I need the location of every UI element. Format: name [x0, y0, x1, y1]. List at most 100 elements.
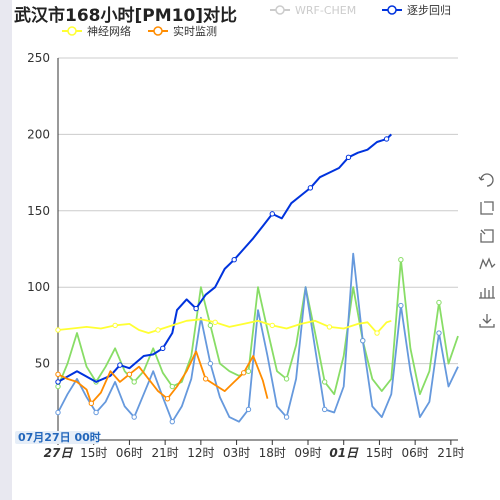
- series-point-4: [360, 337, 366, 344]
- x-axis-ticks: 27日 15时 06时 21时 12时 03时 18时 09时 01日 15时 06时 21时: [44, 440, 464, 460]
- legend-marker: [67, 26, 77, 36]
- legend-label: WRF-CHEM: [295, 4, 356, 17]
- legend-marker: [153, 26, 163, 36]
- series-point-1: [155, 327, 161, 333]
- series-point-1: [212, 319, 218, 326]
- series-line-4: [57, 252, 459, 423]
- y-tick-label: 100: [27, 280, 50, 294]
- series-point-1: [374, 330, 380, 336]
- series-point-0: [345, 154, 352, 161]
- axis-pointer-bg: [15, 431, 99, 444]
- series-point-2: [88, 400, 95, 407]
- legend-label: 实时监测: [173, 24, 217, 38]
- legend-label: 逐步回归: [407, 3, 451, 17]
- series-point-4: [169, 418, 175, 425]
- series-point-0: [383, 136, 390, 142]
- series-point-0: [231, 256, 237, 263]
- series-point-0: [307, 185, 314, 191]
- legend-item-2[interactable]: WRF-CHEM: [270, 4, 356, 17]
- series-point-1: [55, 327, 61, 333]
- series-point-2: [164, 396, 171, 402]
- legend-item-5[interactable]: 实时监测: [148, 24, 217, 38]
- series-point-3: [207, 322, 214, 329]
- series: [55, 133, 459, 425]
- series-point-0: [160, 345, 166, 352]
- y-axis-ticks: 50 100 150 200 250: [27, 51, 50, 371]
- toolbox: [478, 173, 496, 328]
- series-point-4: [55, 409, 61, 416]
- x-tick-label: 09时: [294, 446, 321, 460]
- legend-marker: [275, 5, 285, 15]
- y-tick-label: 150: [27, 204, 50, 218]
- icon-shape: [478, 173, 494, 187]
- x-tick-label: 01日: [329, 446, 359, 460]
- series-line-3: [57, 258, 459, 396]
- legend-marker: [387, 5, 397, 15]
- x-tick-label: 27日: [44, 446, 74, 460]
- series-point-2: [126, 371, 133, 377]
- icon-shape: [479, 257, 496, 270]
- bar-switch-icon[interactable]: [479, 286, 495, 299]
- series-point-4: [398, 302, 404, 309]
- series-point-3: [169, 383, 175, 390]
- series-point-0: [193, 305, 199, 312]
- save-image-icon[interactable]: [479, 314, 495, 328]
- series-point-4: [93, 409, 99, 416]
- line-switch-icon[interactable]: [479, 257, 496, 270]
- data-zoom-reset-icon[interactable]: [480, 229, 494, 243]
- legend-item-3[interactable]: 逐步回归: [382, 3, 451, 17]
- axis-pointer-text: 07月27日 00时: [18, 430, 101, 444]
- icon-shape: [479, 314, 495, 328]
- series-line-0: [57, 133, 392, 383]
- series-point-3: [436, 299, 442, 306]
- series-point-2: [55, 371, 61, 377]
- axis-pointer-label: 07月27日 00时: [15, 430, 101, 444]
- series-point-4: [131, 414, 137, 420]
- axes: [57, 58, 458, 441]
- x-tick-label: 18时: [259, 446, 286, 460]
- series-point-3: [283, 376, 290, 382]
- x-tick-label: 21时: [437, 446, 464, 460]
- x-tick-label: 15时: [80, 446, 107, 460]
- restore-icon[interactable]: [478, 173, 494, 187]
- series-point-0: [269, 211, 275, 217]
- y-tick-label: 50: [35, 357, 50, 371]
- chart-title: 武汉市168小时[PM10]对比: [14, 5, 237, 26]
- series-point-2: [241, 370, 247, 376]
- left-edge-strip: [0, 0, 12, 500]
- series-point-2: [202, 376, 209, 382]
- x-tick-label: 21时: [152, 446, 179, 460]
- y-tick-label: 200: [27, 127, 50, 141]
- series-point-1: [269, 322, 275, 329]
- grid: [58, 57, 458, 365]
- series-point-3: [131, 379, 137, 385]
- icon-shape: [479, 286, 495, 299]
- y-tick-label: 250: [27, 51, 50, 65]
- series-point-3: [245, 368, 252, 374]
- legend-item-4[interactable]: 神经网络: [62, 24, 131, 38]
- series-point-1: [112, 322, 118, 329]
- icon-shape: [480, 229, 494, 243]
- legend-label: 神经网络: [87, 24, 131, 38]
- series-point-4: [283, 414, 290, 420]
- series-point-1: [326, 324, 333, 330]
- x-tick-label: 12时: [187, 446, 214, 460]
- x-tick-label: 15时: [366, 446, 393, 460]
- series-line-1: [57, 318, 392, 334]
- series-point-4: [321, 406, 328, 413]
- x-tick-label: 06时: [116, 446, 143, 460]
- x-tick-label: 06时: [402, 446, 429, 460]
- series-point-4: [245, 406, 252, 413]
- series-point-3: [398, 256, 404, 263]
- data-zoom-icon[interactable]: [480, 201, 494, 215]
- series-point-3: [55, 383, 61, 390]
- series-point-0: [117, 362, 123, 368]
- series-point-3: [321, 379, 328, 385]
- series-point-4: [207, 360, 214, 367]
- series-point-4: [436, 330, 442, 336]
- icon-shape: [480, 201, 494, 215]
- x-tick-label: 03时: [223, 446, 250, 460]
- series-point-0: [55, 379, 61, 385]
